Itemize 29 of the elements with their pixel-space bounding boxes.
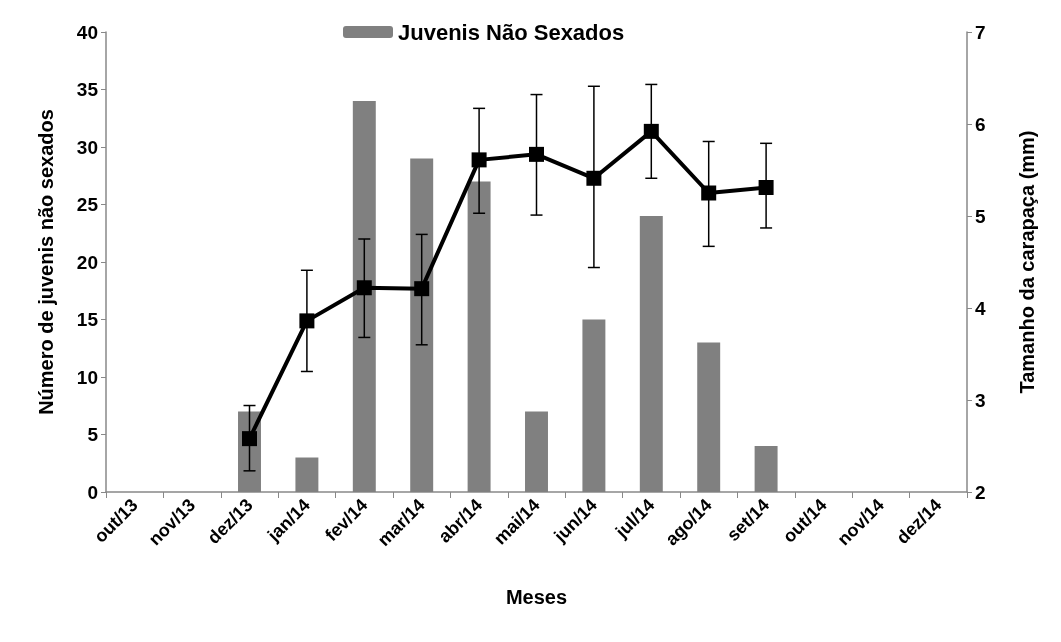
y2-tick-label: 4 bbox=[975, 297, 986, 319]
y-tick-label: 5 bbox=[87, 424, 99, 445]
y-tick-label: 30 bbox=[76, 136, 98, 158]
point bbox=[242, 431, 257, 447]
legend-label: Juvenis Não Sexados bbox=[398, 19, 625, 45]
point bbox=[643, 123, 659, 139]
point bbox=[529, 146, 544, 162]
point bbox=[471, 152, 487, 168]
point bbox=[299, 313, 315, 329]
y2-tick-label: 7 bbox=[975, 21, 986, 43]
y2-axis-title: Tamanho da carapaça (mm) bbox=[1016, 130, 1038, 394]
y-tick-label: 0 bbox=[87, 481, 98, 503]
point bbox=[586, 170, 602, 186]
y-tick-label: 40 bbox=[76, 21, 98, 43]
point bbox=[414, 281, 430, 297]
y-axis-title: Número de juvenis não sexados bbox=[35, 109, 57, 415]
y-tick-label: 15 bbox=[76, 309, 99, 330]
y2-tick-label: 3 bbox=[975, 389, 986, 411]
y-tick-label: 20 bbox=[76, 251, 98, 273]
x-axis-title: Meses bbox=[505, 586, 568, 608]
y-tick-label: 10 bbox=[76, 366, 98, 388]
y2-tick-label: 5 bbox=[975, 205, 986, 227]
point bbox=[758, 179, 774, 195]
point bbox=[356, 280, 372, 296]
y-tick-label: 25 bbox=[76, 194, 99, 215]
y2-tick-label: 2 bbox=[975, 481, 986, 503]
point bbox=[701, 185, 717, 201]
y2-tick-label: 6 bbox=[975, 113, 986, 135]
y-tick-label: 35 bbox=[76, 79, 99, 100]
